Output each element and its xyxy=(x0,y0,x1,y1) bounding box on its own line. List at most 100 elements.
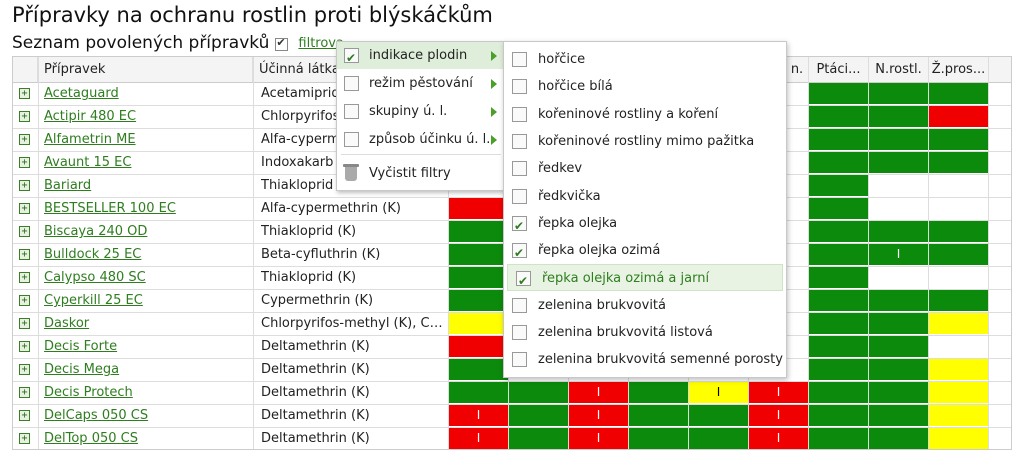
rating-cell: I xyxy=(569,405,628,426)
rating-cell xyxy=(689,405,748,426)
crop-option-checkbox[interactable] xyxy=(512,297,527,313)
crop-option-checkbox[interactable] xyxy=(512,325,527,340)
expand-row-icon[interactable]: + xyxy=(19,410,30,421)
crop-option[interactable]: řepka olejka xyxy=(504,210,786,240)
filter-menu-item[interactable]: skupiny ú. l. xyxy=(337,98,505,125)
rating-cell: I xyxy=(449,405,508,426)
expand-row-icon[interactable]: + xyxy=(19,203,30,214)
expand-row-icon[interactable]: + xyxy=(19,249,30,260)
expand-row-icon[interactable]: + xyxy=(19,111,30,122)
crop-option[interactable]: řepka olejka ozimá a jarní xyxy=(507,264,783,295)
product-name-link[interactable]: Avaunt 15 EC xyxy=(44,155,132,170)
product-name-link[interactable]: Decis Protech xyxy=(44,385,133,400)
expand-row-icon[interactable]: + xyxy=(19,295,30,306)
submenu-arrow-icon xyxy=(491,79,497,89)
expand-row-icon[interactable]: + xyxy=(19,433,30,444)
expand-row-icon[interactable]: + xyxy=(19,134,30,145)
table-row: + DelCaps 050 CS Deltamethrin (K) I I I xyxy=(13,404,1011,428)
rating-cell xyxy=(929,267,988,288)
crop-option[interactable]: zelenina brukvovitá listová xyxy=(504,319,786,346)
clear-filters-item[interactable]: Vyčistit filtry xyxy=(337,160,505,187)
header-birds[interactable]: Ptáci... xyxy=(809,57,869,82)
header-last[interactable]: Ž.pros... xyxy=(929,57,989,82)
product-name-link[interactable]: DelCaps 050 CS xyxy=(44,408,149,423)
filter-link[interactable]: filtrova xyxy=(298,35,344,51)
menu-item-checkbox[interactable] xyxy=(344,132,359,147)
crop-option[interactable]: zelenina brukvovitá semenné porosty xyxy=(504,346,786,373)
crop-option[interactable]: ředkvička xyxy=(504,183,786,210)
expand-row-icon[interactable]: + xyxy=(19,272,30,283)
product-name-link[interactable]: Calypso 480 SC xyxy=(44,270,146,285)
crop-option-checkbox[interactable] xyxy=(512,240,527,267)
product-name-link[interactable]: Biscaya 240 OD xyxy=(44,224,148,239)
crop-option-checkbox[interactable] xyxy=(512,133,527,149)
rating-cell xyxy=(869,359,928,380)
crop-option-label: ředkev xyxy=(538,161,583,177)
expand-row-icon[interactable]: + xyxy=(19,88,30,99)
filter-menu-item[interactable]: způsob účinku ú. l. xyxy=(337,126,505,153)
column-divider xyxy=(808,57,809,449)
rating-cell xyxy=(809,152,868,173)
rating-cell xyxy=(449,313,508,334)
crop-option[interactable]: ředkev xyxy=(504,155,786,182)
crop-option[interactable]: hořčice xyxy=(504,46,786,73)
rating-cell xyxy=(809,198,868,219)
product-name-link[interactable]: BESTSELLER 100 EC xyxy=(44,201,176,216)
rating-cell xyxy=(449,336,508,357)
expand-row-icon[interactable]: + xyxy=(19,226,30,237)
crop-option-checkbox[interactable] xyxy=(512,188,527,204)
filter-menu-item[interactable]: indikace plodin xyxy=(337,42,505,72)
list-heading-checkbox[interactable] xyxy=(275,36,289,51)
menu-item-checkbox[interactable] xyxy=(344,76,359,91)
list-heading-text: Seznam povolených přípravků xyxy=(12,33,270,53)
crop-option[interactable]: kořeninové rostliny a koření xyxy=(504,101,786,128)
product-name-link[interactable]: Cyperkill 25 EC xyxy=(44,293,143,308)
crop-option[interactable]: hořčice bílá xyxy=(504,73,786,100)
header-nontarget-plants[interactable]: N.rostl. xyxy=(869,57,929,82)
expand-row-icon[interactable]: + xyxy=(19,157,30,168)
product-name-link[interactable]: Daskor xyxy=(44,316,90,331)
product-name-link[interactable]: DelTop 050 CS xyxy=(44,431,138,446)
expand-row-icon[interactable]: + xyxy=(19,180,30,191)
crop-option-checkbox[interactable] xyxy=(512,213,527,240)
rating-cell: I xyxy=(749,405,808,426)
rating-cell xyxy=(809,382,868,403)
product-name-link[interactable]: Acetaguard xyxy=(44,86,119,101)
product-name-link[interactable]: Decis Forte xyxy=(44,339,118,354)
header-partial[interactable]: n. xyxy=(786,57,809,82)
expand-row-icon[interactable]: + xyxy=(19,364,30,375)
header-product[interactable]: Přípravek xyxy=(38,57,253,82)
product-name-link[interactable]: Alfametrin ME xyxy=(44,132,136,147)
crop-option[interactable]: zelenina brukvovitá xyxy=(504,292,786,319)
product-name-link[interactable]: Decis Mega xyxy=(44,362,120,377)
menu-item-checkbox[interactable] xyxy=(344,104,359,119)
product-name-link[interactable]: Bariard xyxy=(44,178,92,193)
rating-cell xyxy=(929,428,988,449)
crop-option-checkbox[interactable] xyxy=(512,352,527,368)
rating-cell xyxy=(869,198,928,219)
crop-option-checkbox[interactable] xyxy=(512,161,527,177)
rating-cell: I xyxy=(749,428,808,449)
crop-option-checkbox[interactable] xyxy=(512,79,527,95)
crop-option-checkbox[interactable] xyxy=(512,106,527,122)
rating-cell xyxy=(929,405,988,426)
active-substance: Cypermethrin (K) xyxy=(261,293,374,308)
rating-cell xyxy=(449,359,508,380)
expand-row-icon[interactable]: + xyxy=(19,387,30,398)
crop-option[interactable]: řepka olejka ozimá xyxy=(504,237,786,267)
rating-cell xyxy=(929,336,988,357)
crop-option-checkbox[interactable] xyxy=(512,52,527,67)
menu-item-checkbox[interactable] xyxy=(344,45,359,72)
product-name-link[interactable]: Actipir 480 EC xyxy=(44,109,137,124)
product-name-link[interactable]: Bulldock 25 EC xyxy=(44,247,142,262)
expand-row-icon[interactable]: + xyxy=(19,341,30,352)
rating-cell: I xyxy=(569,428,628,449)
filter-menu-item[interactable]: režim pěstování xyxy=(337,70,505,97)
crop-option-checkbox[interactable] xyxy=(516,268,531,295)
rating-cell xyxy=(929,129,988,150)
menu-item-label: režim pěstování xyxy=(369,76,473,91)
expand-row-icon[interactable]: + xyxy=(19,318,30,329)
active-substance: Deltamethrin (K) xyxy=(261,408,370,423)
crop-option[interactable]: kořeninové rostliny mimo pažitka xyxy=(504,128,786,155)
rating-cell xyxy=(809,175,868,196)
